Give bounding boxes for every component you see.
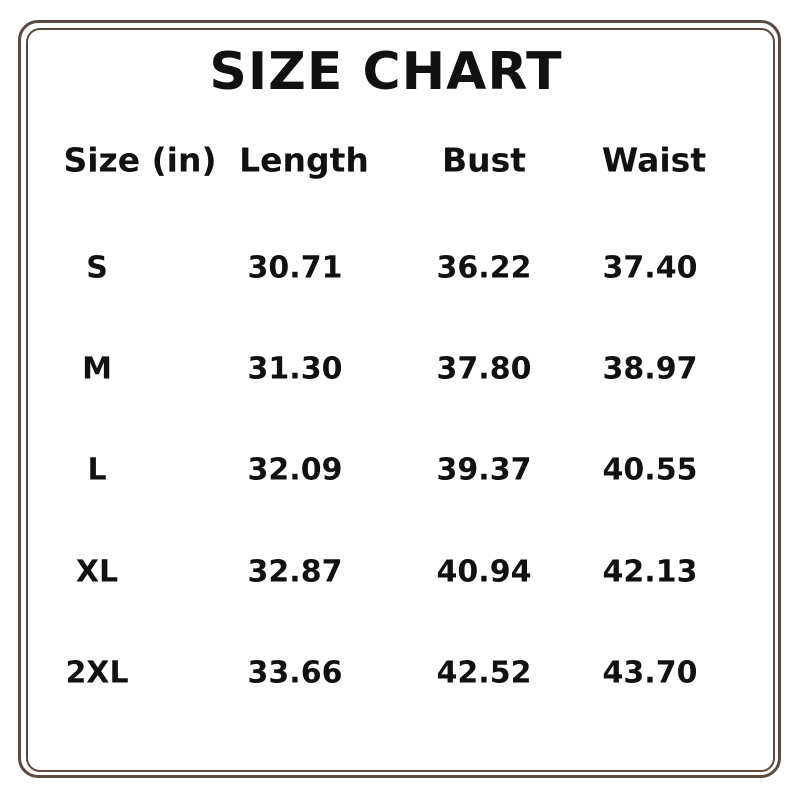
table-cell: 33.66 (247, 655, 343, 691)
size-label: L (87, 452, 107, 488)
column-header: Bust (441, 140, 527, 180)
size-label: 2XL (65, 655, 129, 691)
table-cell: 38.97 (602, 351, 698, 387)
table-cell: 42.52 (436, 655, 532, 691)
size-label: XL (75, 554, 119, 590)
size-label: M (82, 351, 112, 387)
column-header: Length (239, 140, 369, 180)
table-cell: 32.87 (247, 554, 343, 590)
table-cell: 30.71 (247, 250, 343, 286)
column-header: Waist (601, 140, 707, 180)
column-header: Size (in) (63, 140, 217, 180)
table-cell: 37.40 (602, 250, 698, 286)
table-cell: 40.55 (602, 452, 698, 488)
table-cell: 36.22 (436, 250, 532, 286)
outer-border (18, 20, 781, 778)
size-label: S (86, 250, 108, 286)
table-cell: 37.80 (436, 351, 532, 387)
table-cell: 39.37 (436, 452, 532, 488)
inner-border (26, 28, 775, 772)
page-title: SIZE CHART (209, 42, 563, 102)
table-cell: 42.13 (602, 554, 698, 590)
table-cell: 32.09 (247, 452, 343, 488)
table-cell: 40.94 (436, 554, 532, 590)
table-cell: 31.30 (247, 351, 343, 387)
table-cell: 43.70 (602, 655, 698, 691)
